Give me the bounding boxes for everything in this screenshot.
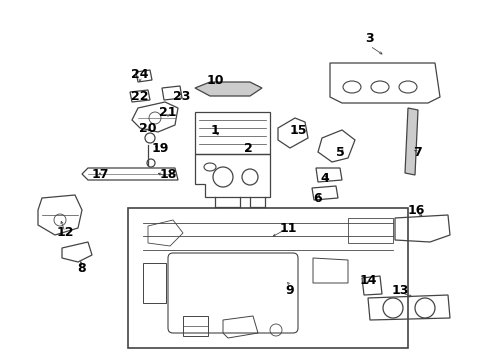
Polygon shape xyxy=(404,108,417,175)
Text: 1: 1 xyxy=(210,123,219,136)
Text: 22: 22 xyxy=(131,90,148,103)
Text: 23: 23 xyxy=(173,90,190,103)
Text: 4: 4 xyxy=(320,171,329,184)
Text: 6: 6 xyxy=(313,192,322,204)
Text: 8: 8 xyxy=(78,261,86,274)
Text: 10: 10 xyxy=(206,73,224,86)
Text: 7: 7 xyxy=(413,145,422,158)
Text: 12: 12 xyxy=(56,225,74,238)
Text: 20: 20 xyxy=(139,122,157,135)
Bar xyxy=(128,208,407,348)
Text: 5: 5 xyxy=(335,145,344,158)
Text: 15: 15 xyxy=(289,123,306,136)
Text: 24: 24 xyxy=(131,68,148,81)
Text: 21: 21 xyxy=(159,105,176,118)
Text: 17: 17 xyxy=(91,168,108,181)
Text: 19: 19 xyxy=(151,141,168,154)
Text: 9: 9 xyxy=(285,284,294,297)
Text: 3: 3 xyxy=(365,31,373,45)
Polygon shape xyxy=(195,82,262,96)
Text: 18: 18 xyxy=(159,168,176,181)
Text: 14: 14 xyxy=(359,274,376,287)
Text: 16: 16 xyxy=(407,203,424,216)
Text: 2: 2 xyxy=(243,141,252,154)
Text: 11: 11 xyxy=(279,221,296,234)
Text: 13: 13 xyxy=(390,284,408,297)
